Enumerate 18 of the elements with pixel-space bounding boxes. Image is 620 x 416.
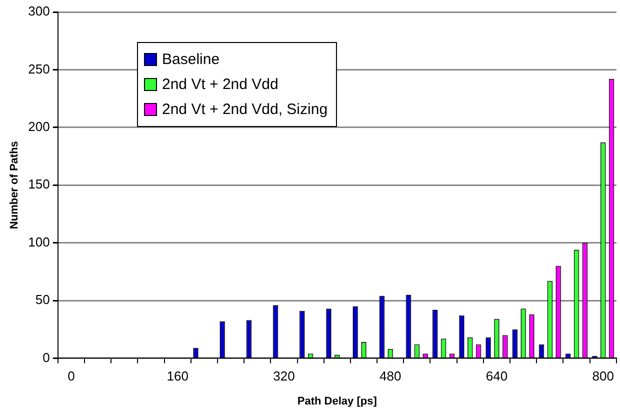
- legend-label: Baseline: [162, 50, 220, 70]
- x-tick-label: 0: [68, 368, 75, 384]
- y-tick-label: 150: [28, 176, 50, 192]
- x-tick-label: 640: [486, 368, 508, 384]
- y-axis-title: Number of Paths: [8, 141, 21, 230]
- legend-label: 2nd Vt + 2nd Vdd, Sizing: [162, 100, 328, 120]
- x-tick-label: 160: [166, 368, 188, 384]
- x-axis-title: Path Delay [ps]: [297, 395, 378, 408]
- y-tick-label: 0: [42, 350, 50, 365]
- y-tick-label: 100: [28, 234, 50, 250]
- y-tick-label: 200: [28, 118, 50, 134]
- y-tick-label: 50: [35, 292, 50, 308]
- x-tick-label: 320: [273, 368, 295, 384]
- y-tick-label: 250: [28, 61, 50, 76]
- x-tick-label: 480: [379, 368, 402, 384]
- x-tick-label: 800: [592, 368, 614, 384]
- legend-label: 2nd Vt + 2nd Vdd: [162, 75, 278, 95]
- y-tick-label: 300: [28, 4, 50, 19]
